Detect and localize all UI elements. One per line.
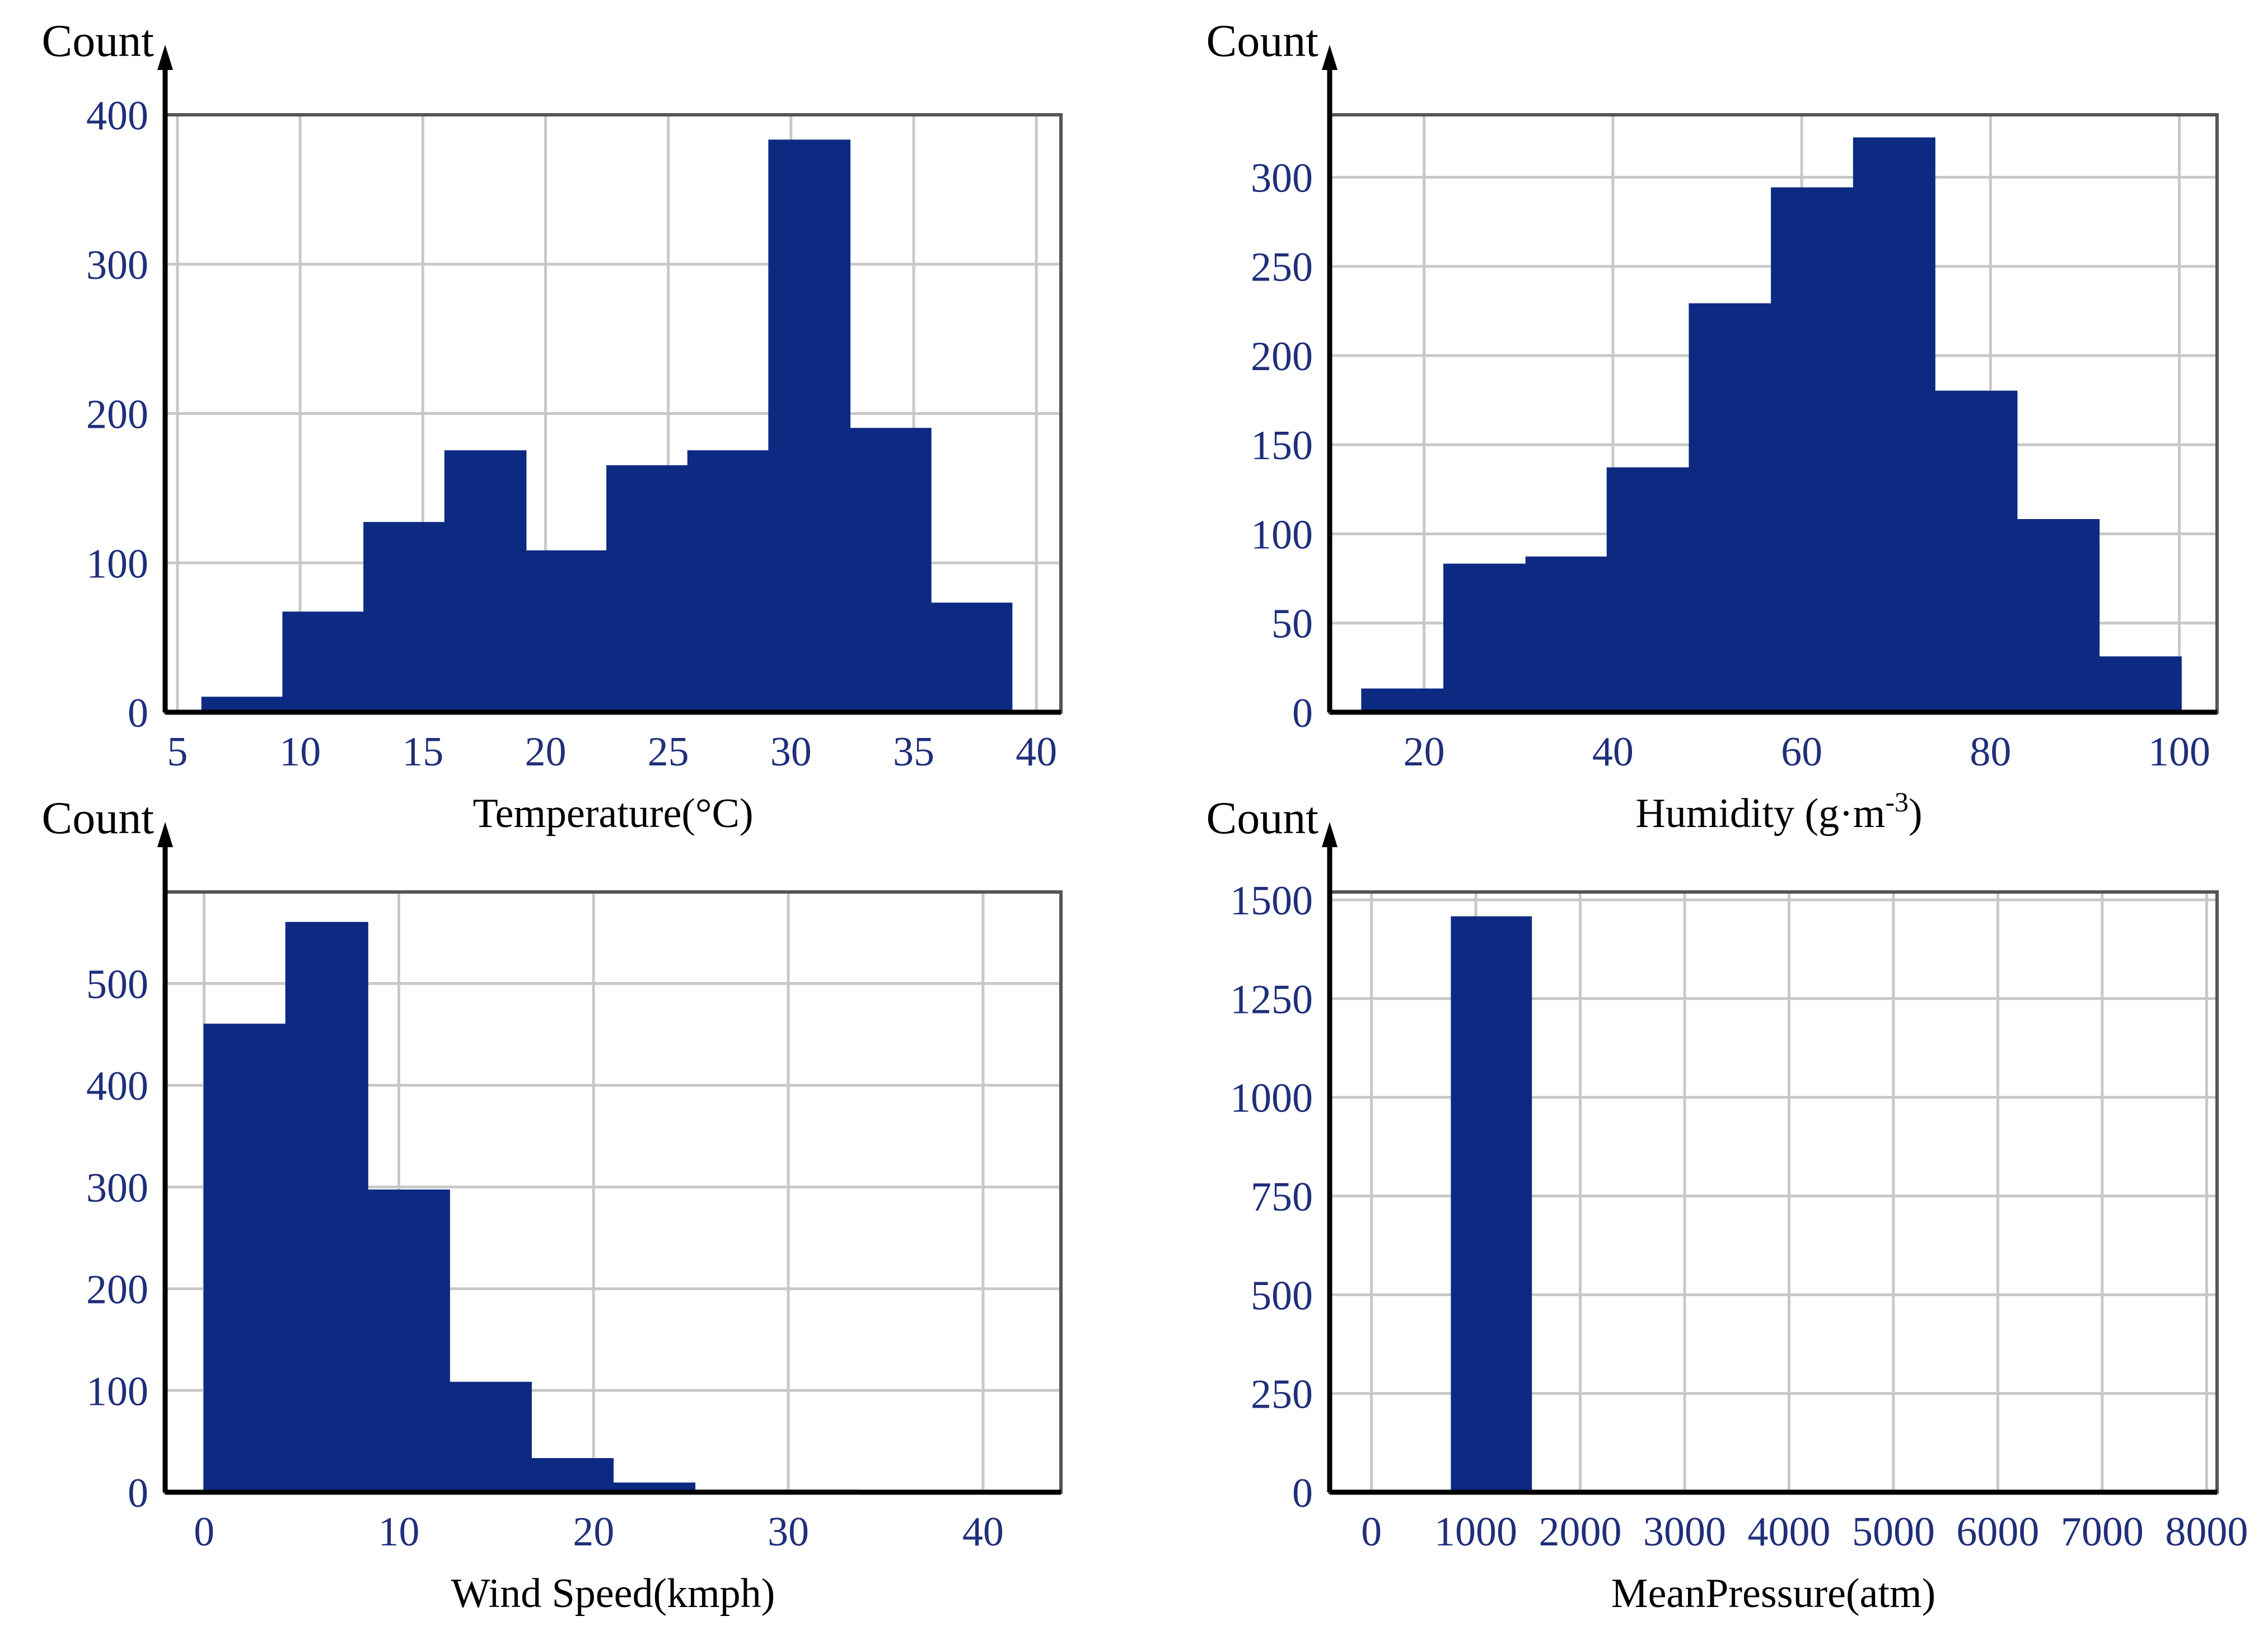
temperature-xtick-25: 25 [648,729,689,775]
temperature-ytick-100: 100 [86,541,148,587]
mean-pressure-xtick-2000: 2000 [1539,1509,1622,1555]
mean-pressure-ytick-500: 500 [1251,1273,1313,1319]
wind-speed-ytick-500: 500 [86,962,148,1008]
wind-speed-ytick-400: 400 [86,1063,148,1109]
wind-speed-ytick-300: 300 [86,1165,148,1211]
mean-pressure-x-label: MeanPressure(atm) [1611,1571,1935,1617]
wind-speed-y-axis-arrow [157,822,173,847]
mean-pressure-ytick-1000: 1000 [1230,1076,1313,1122]
temperature-bar-6 [606,465,689,713]
temperature-bar-5 [525,550,608,713]
temperature-bar-2 [282,611,365,713]
humidity-xtick-80: 80 [1970,729,2011,775]
humidity-bar-9 [2016,519,2100,713]
humidity-bar-7 [1853,137,1935,713]
temperature-x-label: Temperature(°C) [473,791,753,837]
temperature-xtick-30: 30 [770,729,812,775]
mean-pressure-xtick-1000: 1000 [1434,1509,1517,1555]
mean-pressure-ytick-0: 0 [1292,1470,1313,1516]
humidity-ytick-150: 150 [1251,423,1313,469]
temperature-ytick-0: 0 [128,690,148,736]
temperature-histogram: 5 10 15 20 25 30 35 400100200300400CountTempera… [42,15,1063,837]
humidity-x-label-end: ) [1909,791,1923,837]
temperature-bar-9 [849,428,932,713]
humidity-bar-10 [2098,656,2182,713]
wind-speed-x-label: Wind Speed(kmph) [451,1571,775,1617]
wind-speed-bar-4 [448,1381,532,1493]
temperature-xtick-15: 15 [402,729,443,775]
temperature-y-label: Count [42,15,155,66]
mean-pressure-bar-2 [1451,916,1532,1493]
temperature-bar-3 [363,522,446,713]
mean-pressure-ytick-1250: 1250 [1230,977,1313,1022]
mean-pressure-xtick-6000: 6000 [1956,1509,2039,1555]
temperature-ytick-300: 300 [86,242,148,288]
temperature-ytick-200: 200 [86,392,148,438]
wind-speed-bar-1 [203,1024,287,1493]
humidity-x-label: Humidity (g·m-3) [1635,786,1922,837]
humidity-xtick-100: 100 [2148,729,2210,775]
temperature-xtick-40: 40 [1016,729,1057,775]
wind-speed-xtick-40: 40 [962,1509,1004,1555]
humidity-bar-1 [1361,688,1445,713]
humidity-xtick-20: 20 [1404,729,1445,775]
temperature-xtick-10: 10 [279,729,321,775]
temperature-bar-4 [444,450,527,713]
humidity-x-label-superscript: -3 [1885,786,1909,818]
mean-pressure-xtick-3000: 3000 [1643,1509,1726,1555]
temperature-bar-10 [930,602,1013,713]
mean-pressure-xtick-5000: 5000 [1852,1509,1935,1555]
wind-speed-xtick-0: 0 [194,1509,214,1555]
wind-speed-bar-5 [530,1458,614,1493]
mean-pressure-y-axis-arrow [1322,822,1338,847]
mean-pressure-ytick-750: 750 [1251,1174,1313,1220]
wind-speed-ytick-0: 0 [128,1470,148,1516]
wind-speed-y-label: Count [42,792,155,843]
mean-pressure-y-label: Count [1207,792,1319,843]
temperature-xtick-20: 20 [525,729,566,775]
wind-speed-xtick-20: 20 [573,1509,614,1555]
mean-pressure-ytick-1500: 1500 [1230,878,1313,924]
wind-speed-ytick-200: 200 [86,1267,148,1313]
humidity-ytick-50: 50 [1271,601,1313,647]
humidity-histogram: 20 40 60 80 100 0 50 100 150 200 250 300 Count Humidi… [1207,15,2219,837]
humidity-y-axis-arrow [1322,45,1338,70]
humidity-ytick-100: 100 [1251,512,1313,558]
mean-pressure-ytick-250: 250 [1251,1372,1313,1418]
humidity-bar-4 [1606,467,1690,713]
humidity-ytick-200: 200 [1251,334,1313,380]
wind-speed-ytick-100: 100 [86,1368,148,1414]
mean-pressure-xtick-7000: 7000 [2061,1509,2144,1555]
humidity-bar-8 [1934,390,2018,713]
humidity-bar-6 [1771,187,1854,713]
temperature-bar-8 [768,139,851,713]
mean-pressure-histogram: 0 1000 2000 3000 4000 5000 6000 7000 8000 0 250 500… [1207,792,2248,1617]
temperature-bar-7 [687,450,770,713]
mean-pressure-xtick-8000: 8000 [2165,1509,2248,1555]
humidity-ytick-250: 250 [1251,245,1313,291]
mean-pressure-xtick-4000: 4000 [1747,1509,1830,1555]
humidity-ytick-300: 300 [1251,155,1313,201]
humidity-xtick-40: 40 [1592,729,1634,775]
temperature-y-axis-arrow [157,45,173,70]
temperature-xtick-5: 5 [167,729,188,775]
mean-pressure-xtick-0: 0 [1361,1509,1382,1555]
wind-speed-xtick-10: 10 [378,1509,419,1555]
humidity-bar-3 [1525,556,1608,713]
humidity-xtick-60: 60 [1781,729,1822,775]
humidity-y-label: Count [1207,15,1319,66]
humidity-bar-5 [1689,303,1773,713]
humidity-bar-2 [1443,563,1527,713]
temperature-ytick-400: 400 [86,93,148,139]
wind-speed-bar-2 [285,922,368,1493]
wind-speed-bar-3 [367,1189,450,1493]
temperature-xtick-35: 35 [893,729,934,775]
wind-speed-xtick-30: 30 [768,1509,809,1555]
humidity-ytick-0: 0 [1292,690,1313,736]
